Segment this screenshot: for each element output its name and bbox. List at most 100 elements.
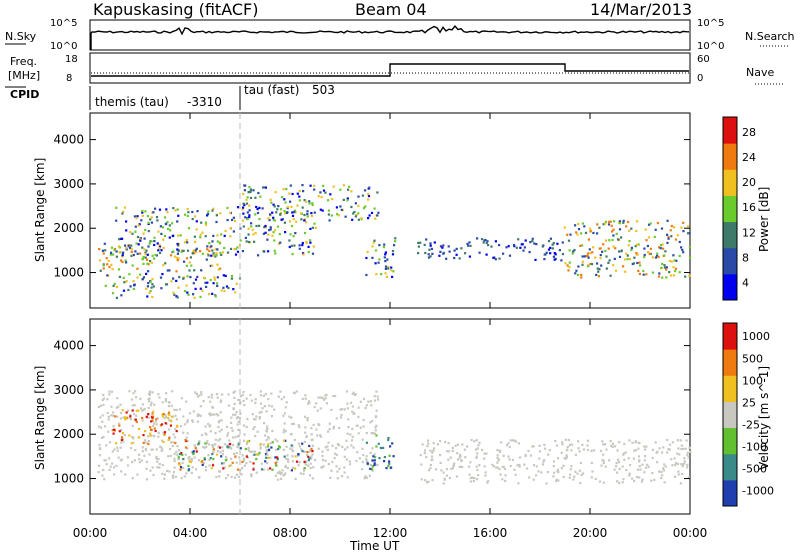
echo-cell [576,472,579,475]
echo-cell [343,471,346,474]
echo-cell [310,212,313,215]
echo-cell [385,467,388,470]
echo-cell [141,416,144,420]
echo-cell [602,243,605,246]
echo-cell [478,251,481,254]
echo-cell [309,462,312,465]
echo-cell [518,456,522,459]
echo-cell [366,250,369,254]
echo-cell [302,253,305,256]
echo-cell [598,247,601,250]
colorbar-swatch [723,247,737,275]
echo-cell [523,246,526,249]
echo-cell [158,462,161,466]
echo-cell [170,415,174,418]
echo-cell [331,198,334,201]
echo-cell [152,422,156,425]
echo-cell [255,224,258,228]
echo-cell [248,186,251,189]
echo-cell [295,390,298,393]
echo-cell [453,256,456,260]
echo-cell [373,459,376,462]
echo-cell [183,423,186,426]
echo-cell [335,447,338,450]
echo-cell [98,248,101,251]
echo-cell [635,243,639,246]
echo-cell [277,205,280,208]
echo-cell [165,392,168,395]
echo-cell [272,216,275,219]
echo-cell [365,256,368,260]
echo-cell [125,248,128,251]
echo-cell [307,400,311,403]
echo-cell [198,414,201,417]
echo-cell [590,476,593,479]
echo-cell [158,396,161,399]
echo-cell [248,449,251,453]
echo-cell [224,229,227,232]
echo-cell [393,244,396,247]
echo-cell [455,253,458,256]
echo-cell [291,211,294,214]
echo-cell [587,256,590,259]
echo-cell [218,419,221,422]
echo-cell [215,393,219,396]
echo-cell [552,475,555,478]
echo-cell [116,449,119,452]
echo-cell [165,283,168,286]
echo-cell [215,475,218,479]
echo-cell [638,465,641,468]
echo-cell [604,443,607,446]
echo-cell [200,391,203,394]
echo-cell [601,440,604,443]
echo-cell [186,249,190,252]
echo-cell [144,256,147,259]
echo-cell [535,474,538,477]
echo-cell [565,448,568,451]
echo-cell [166,469,169,472]
xtick-label: 12:00 [373,526,408,540]
echo-cell [138,453,141,456]
echo-cell [309,239,312,242]
echo-cell [141,278,144,281]
echo-cell [435,468,438,471]
echo-cell [577,273,580,277]
echo-cell [657,275,661,278]
echo-cell [202,446,205,449]
echo-cell [226,434,229,437]
echo-cell [646,244,649,248]
echo-cell [304,394,307,397]
echo-cell [171,234,174,238]
echo-cell [227,446,230,449]
echo-cell [238,456,241,459]
echo-cell [130,254,133,257]
echo-cell [115,250,118,253]
echo-cell [577,440,580,443]
echo-cell [117,405,120,408]
colorbar-tick: 24 [742,151,756,164]
echo-cell [144,251,147,254]
echo-cell [473,477,476,480]
echo-cell [354,202,357,205]
echo-cell [263,226,266,229]
echo-cell [686,463,689,466]
echo-cell [242,459,245,462]
echo-cell [361,460,364,464]
nave-tick-top: 60 [697,54,710,65]
echo-cell [456,452,459,455]
echo-cell [101,399,104,402]
echo-cell [171,476,175,479]
echo-cell [158,245,162,248]
echo-cell [346,197,349,200]
echo-cell [212,254,215,257]
echo-cell [194,278,198,281]
echo-cell [383,460,386,463]
echo-cell [102,403,105,406]
echo-cell [121,260,124,264]
echo-cell [131,409,134,412]
echo-cell [150,420,153,423]
echo-cell [285,445,288,448]
echo-cell [566,445,569,449]
echo-cell [308,200,311,203]
echo-cell [224,274,227,277]
